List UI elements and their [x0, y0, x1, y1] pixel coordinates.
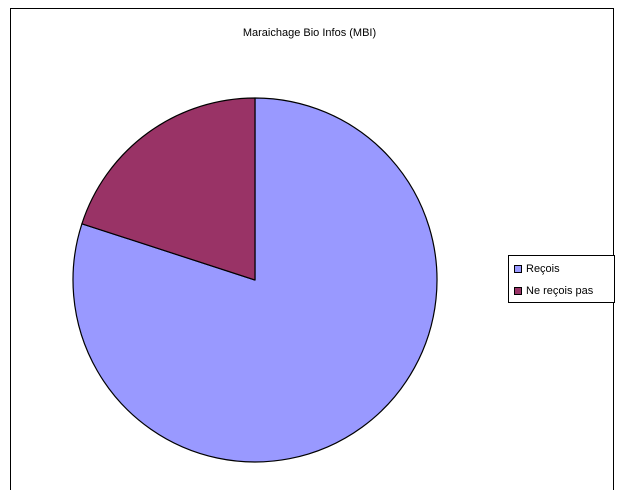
legend: Reçois Ne reçois pas	[508, 255, 615, 303]
legend-swatch-ne-recois-pas	[514, 287, 522, 295]
pie-slice-ne-recois-pas	[81, 97, 256, 281]
legend-item-recois: Reçois	[514, 262, 560, 276]
legend-label-ne-recois-pas: Ne reçois pas	[526, 285, 594, 297]
legend-label-recois: Reçois	[526, 263, 560, 275]
chart-title: Maraichage Bio Infos (MBI)	[242, 27, 377, 39]
pie-slice-recois	[72, 97, 438, 463]
legend-item-ne-recois-pas: Ne reçois pas	[514, 284, 593, 298]
legend-swatch-recois	[514, 265, 522, 273]
